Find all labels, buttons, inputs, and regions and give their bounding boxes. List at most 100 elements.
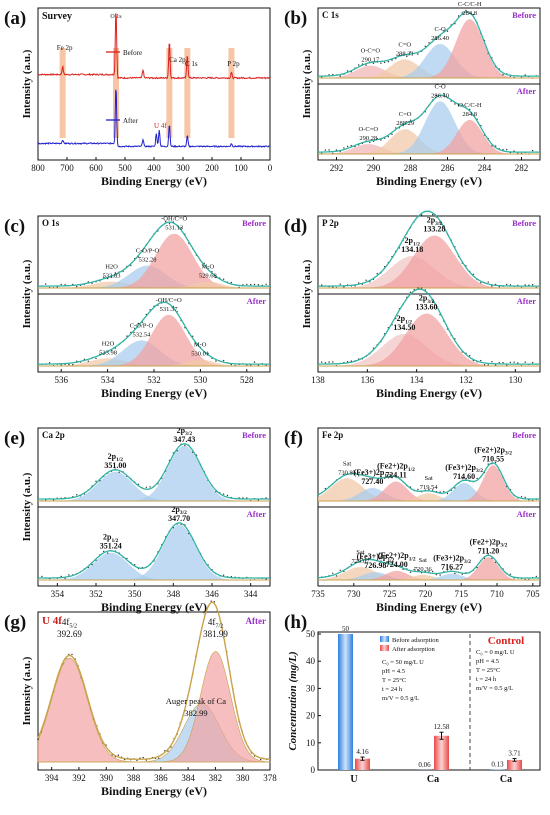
x-tick-label: 392 bbox=[72, 773, 86, 783]
component-peak bbox=[38, 445, 270, 501]
peak-name: C=O bbox=[398, 41, 411, 48]
y-axis-label: Intensity (a.u.) bbox=[21, 49, 33, 118]
peak-name: -OH/C=O bbox=[161, 216, 187, 223]
raw-data-point bbox=[321, 361, 323, 363]
raw-data-point bbox=[118, 471, 120, 473]
raw-data-point bbox=[358, 282, 360, 284]
fit-envelope bbox=[37, 601, 271, 761]
raw-data-point bbox=[461, 478, 463, 480]
raw-data-point bbox=[432, 570, 434, 573]
raw-data-point bbox=[461, 573, 463, 575]
raw-data-point bbox=[502, 74, 504, 76]
raw-data-point bbox=[203, 262, 205, 264]
raw-data-point bbox=[446, 492, 449, 495]
raw-data-point bbox=[95, 357, 97, 360]
fit-envelope bbox=[38, 443, 270, 500]
legend-swatch bbox=[380, 636, 389, 642]
panel-title: U 4f bbox=[42, 615, 62, 627]
peak-name: (Fe2+)2p1/2 bbox=[377, 462, 415, 473]
raw-data-point bbox=[184, 444, 186, 447]
raw-data-point bbox=[461, 103, 463, 106]
fit-envelope bbox=[318, 94, 540, 153]
raw-data-point bbox=[257, 284, 260, 286]
x-tick-label: 384 bbox=[181, 773, 195, 783]
component-peak bbox=[318, 65, 540, 78]
raw-data-point bbox=[491, 361, 493, 363]
x-tick-label: 300 bbox=[176, 163, 190, 173]
panel-letter: (d) bbox=[284, 216, 307, 237]
x-axis-label: Binding Energy (eV) bbox=[376, 600, 482, 614]
y-axis-label: Intensity (a.u.) bbox=[21, 656, 33, 725]
raw-data-point bbox=[346, 361, 349, 363]
peak-value: 381.99 bbox=[203, 629, 228, 639]
panel-letter: (e) bbox=[4, 428, 25, 449]
raw-data-point bbox=[226, 494, 229, 497]
peak-name: M-O bbox=[202, 264, 215, 271]
raw-data-point bbox=[328, 149, 330, 151]
peak-label: U 4f bbox=[154, 122, 167, 130]
raw-data-point bbox=[480, 282, 482, 284]
legend-label: Before adsorption bbox=[392, 637, 440, 644]
data-label: 50 bbox=[342, 625, 350, 633]
raw-data-point bbox=[145, 486, 147, 488]
state-label: Before bbox=[512, 10, 536, 20]
x-tick-label: 282 bbox=[515, 163, 529, 173]
x-tick-label: 394 bbox=[45, 773, 59, 783]
raw-data-point bbox=[395, 127, 397, 129]
raw-data-point bbox=[432, 213, 434, 216]
plot-frame bbox=[37, 611, 271, 771]
raw-data-point bbox=[265, 497, 267, 499]
y-tick-label: 50 bbox=[306, 629, 316, 639]
peak-value: 134.18 bbox=[401, 245, 423, 254]
condition-text: C₀ = 50 mg/L U bbox=[382, 659, 424, 666]
panel-title: O 1s bbox=[42, 218, 60, 228]
raw-data-point bbox=[339, 283, 341, 285]
raw-data-point bbox=[265, 578, 267, 580]
data-label: 0.13 bbox=[491, 761, 504, 769]
x-tick-label: 284 bbox=[478, 163, 492, 173]
raw-data-point bbox=[531, 284, 534, 286]
raw-data-point bbox=[246, 283, 248, 286]
panel-letter: (c) bbox=[4, 216, 25, 237]
x-tick-label: 528 bbox=[240, 375, 254, 385]
raw-data-point bbox=[210, 600, 212, 602]
condition-text: pH = 4.5 bbox=[476, 658, 499, 665]
peak-value: 351.24 bbox=[100, 542, 122, 551]
condition-text: t = 24 h bbox=[382, 686, 403, 693]
raw-data-point bbox=[531, 362, 534, 364]
state-label: After bbox=[247, 296, 267, 306]
peak-name: Sat bbox=[356, 549, 365, 556]
raw-data-point bbox=[339, 569, 341, 571]
raw-data-point bbox=[465, 478, 467, 480]
x-tick-label: 100 bbox=[234, 163, 248, 173]
peak-label: C 1s bbox=[185, 60, 198, 68]
peak-value: 286.40 bbox=[431, 35, 449, 42]
fit-envelope bbox=[318, 288, 540, 365]
raw-data-point bbox=[524, 361, 526, 363]
raw-data-point bbox=[391, 477, 393, 479]
component-peak bbox=[38, 314, 270, 366]
peak-name: (Fe3+)2p1/2 bbox=[354, 468, 392, 479]
component-peak bbox=[38, 471, 270, 501]
peak-label: Ca 2p bbox=[169, 56, 186, 64]
peak-name: (Fe3+)2p3/2 bbox=[445, 463, 483, 474]
peak-name: 2p3/2 bbox=[171, 505, 187, 516]
x-tick-label: 346 bbox=[205, 589, 219, 599]
highlight-band bbox=[59, 48, 66, 138]
panel-letter: (b) bbox=[284, 8, 307, 29]
raw-data-point bbox=[41, 575, 43, 578]
raw-data-point bbox=[60, 283, 62, 286]
data-label: 12.58 bbox=[434, 723, 450, 731]
raw-data-point bbox=[487, 364, 489, 366]
condition-text: m/V = 0.5 g/L bbox=[476, 685, 513, 692]
raw-data-point bbox=[432, 489, 434, 491]
raw-data-point bbox=[134, 564, 136, 566]
x-tick-label: 800 bbox=[31, 163, 45, 173]
raw-data-point bbox=[491, 285, 493, 287]
raw-data-point bbox=[365, 64, 367, 66]
peak-value: 290.28 bbox=[359, 135, 377, 142]
control-title: Control bbox=[488, 635, 524, 647]
state-label: After bbox=[517, 509, 537, 519]
raw-data-point bbox=[230, 281, 232, 284]
data-label: 0.06 bbox=[418, 761, 431, 769]
